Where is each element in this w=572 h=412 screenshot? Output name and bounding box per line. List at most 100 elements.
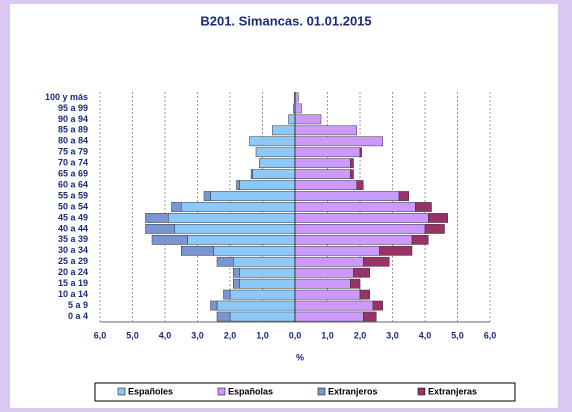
bar xyxy=(415,202,432,212)
bar xyxy=(249,136,296,147)
legend-label: Extranjeros xyxy=(328,386,378,396)
bar xyxy=(294,147,361,158)
bar xyxy=(294,114,322,125)
bar xyxy=(229,289,296,300)
legend-label: Extranjeras xyxy=(428,386,477,396)
x-tick-label: 1,0 xyxy=(256,330,269,340)
bar xyxy=(294,267,354,278)
chart-title: B201. Simancas. 01.01.2015 xyxy=(200,13,371,28)
y-tick-label: 35 a 39 xyxy=(58,234,88,244)
legend-label: Españoles xyxy=(128,386,173,396)
bar xyxy=(210,300,218,311)
y-tick-label: 40 a 44 xyxy=(58,223,88,233)
x-tick-label: 5,0 xyxy=(126,330,139,340)
bar xyxy=(250,169,253,179)
y-tick-label: 80 a 84 xyxy=(58,136,88,146)
y-tick-label: 85 a 89 xyxy=(58,125,88,135)
bar xyxy=(294,300,374,311)
bar xyxy=(213,245,296,256)
y-tick-label: 20 a 24 xyxy=(58,267,88,277)
bar xyxy=(229,311,296,322)
bar xyxy=(294,213,429,223)
bar xyxy=(350,169,354,179)
bar xyxy=(252,169,296,179)
legend-swatch xyxy=(317,387,326,396)
x-tick-label: 4,0 xyxy=(159,330,172,340)
bar xyxy=(294,191,400,201)
bar xyxy=(239,180,296,190)
bar xyxy=(259,158,296,169)
bar xyxy=(294,169,351,179)
bar xyxy=(294,180,357,190)
bar xyxy=(294,125,357,136)
bar xyxy=(272,125,296,136)
bar xyxy=(372,300,383,311)
bar xyxy=(151,235,188,245)
y-tick-label: 100 y más xyxy=(45,92,88,102)
bar xyxy=(181,202,296,212)
x-tick-label: 6,0 xyxy=(94,330,107,340)
y-tick-label: 70 a 74 xyxy=(58,158,88,168)
bar xyxy=(174,224,296,234)
bar xyxy=(294,103,302,114)
x-tick-label: 4,0 xyxy=(419,330,432,340)
y-tick-label: 50 a 54 xyxy=(58,201,88,211)
x-tick-label: 6,0 xyxy=(484,330,497,340)
bar xyxy=(294,256,364,267)
y-tick-label: 75 a 79 xyxy=(58,147,88,157)
bar xyxy=(359,289,370,300)
bar xyxy=(203,191,211,201)
bar xyxy=(350,278,361,289)
bar xyxy=(187,235,296,245)
x-tick-label: 2,0 xyxy=(224,330,237,340)
bar xyxy=(236,180,240,190)
y-tick-label: 30 a 34 xyxy=(58,245,88,255)
legend-label: Españolas xyxy=(228,386,273,396)
bar xyxy=(379,245,413,256)
bar xyxy=(145,224,175,234)
x-tick-label: 0,0 xyxy=(289,330,302,340)
bar xyxy=(216,311,231,322)
bar xyxy=(294,136,383,147)
bar xyxy=(428,213,448,223)
bar xyxy=(145,213,169,223)
bar xyxy=(216,256,234,267)
legend-swatch xyxy=(217,387,226,396)
bar xyxy=(210,191,296,201)
bar xyxy=(363,311,377,322)
bar xyxy=(233,278,240,289)
legend xyxy=(94,382,516,402)
x-axis-label: % xyxy=(296,352,304,362)
x-tick-label: 1,0 xyxy=(321,330,334,340)
bar xyxy=(288,114,296,125)
y-tick-label: 10 a 14 xyxy=(58,289,88,299)
bar xyxy=(294,235,413,245)
bar xyxy=(424,224,445,234)
y-tick-label: 45 a 49 xyxy=(58,212,88,222)
legend-swatch xyxy=(117,387,126,396)
bar xyxy=(181,245,214,256)
y-tick-label: 65 a 69 xyxy=(58,169,88,179)
y-tick-label: 0 a 4 xyxy=(68,311,88,321)
bar xyxy=(294,158,351,169)
bar xyxy=(411,235,429,245)
y-tick-label: 60 a 64 xyxy=(58,179,88,189)
x-tick-label: 5,0 xyxy=(451,330,464,340)
bar xyxy=(294,289,361,300)
bar xyxy=(216,300,296,311)
x-tick-label: 3,0 xyxy=(191,330,204,340)
bar xyxy=(233,267,240,278)
bar xyxy=(171,202,182,212)
legend-swatch xyxy=(417,387,426,396)
bar xyxy=(359,147,362,158)
bar xyxy=(294,245,380,256)
bar xyxy=(223,289,231,300)
bar xyxy=(294,311,364,322)
y-tick-label: 15 a 19 xyxy=(58,278,88,288)
x-tick-label: 2,0 xyxy=(354,330,367,340)
y-tick-label: 90 a 94 xyxy=(58,114,88,124)
bar xyxy=(353,267,370,278)
bar xyxy=(233,256,296,267)
bar xyxy=(239,278,296,289)
